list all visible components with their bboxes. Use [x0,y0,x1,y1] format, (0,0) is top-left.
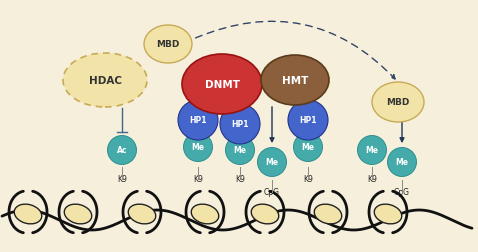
Text: K9: K9 [367,175,377,184]
Text: HDAC: HDAC [88,76,121,86]
Ellipse shape [182,55,262,115]
Ellipse shape [64,204,92,224]
Ellipse shape [374,204,402,224]
Circle shape [178,101,218,140]
Text: CpG: CpG [394,188,410,197]
Text: MBD: MBD [386,98,410,107]
Ellipse shape [191,204,219,224]
Ellipse shape [63,54,147,108]
Text: HMT: HMT [282,76,308,86]
Text: MBD: MBD [156,40,180,49]
Circle shape [108,136,137,165]
Ellipse shape [251,204,279,224]
Circle shape [388,148,416,177]
Text: HP1: HP1 [189,116,207,125]
Ellipse shape [128,204,156,224]
Ellipse shape [261,56,329,106]
Text: K9: K9 [117,175,127,184]
Text: DNMT: DNMT [205,80,239,90]
Text: Me: Me [366,146,379,155]
Text: HP1: HP1 [299,116,317,125]
Text: Ac: Ac [117,146,127,155]
Circle shape [226,136,254,165]
Text: K9: K9 [193,175,203,184]
Text: HP1: HP1 [231,120,249,129]
Circle shape [288,101,328,140]
Text: Me: Me [265,158,279,167]
Circle shape [258,148,286,177]
Text: K9: K9 [303,175,313,184]
Text: CpG: CpG [264,188,280,197]
Text: Me: Me [395,158,409,167]
Ellipse shape [144,26,192,64]
Ellipse shape [372,83,424,122]
Ellipse shape [14,204,42,224]
Text: K9: K9 [235,175,245,184]
Circle shape [220,105,260,144]
Ellipse shape [314,204,342,224]
Circle shape [184,133,213,162]
Circle shape [358,136,387,165]
Text: Me: Me [233,146,247,155]
Circle shape [293,133,323,162]
Text: Me: Me [192,143,205,152]
Text: Me: Me [302,143,315,152]
